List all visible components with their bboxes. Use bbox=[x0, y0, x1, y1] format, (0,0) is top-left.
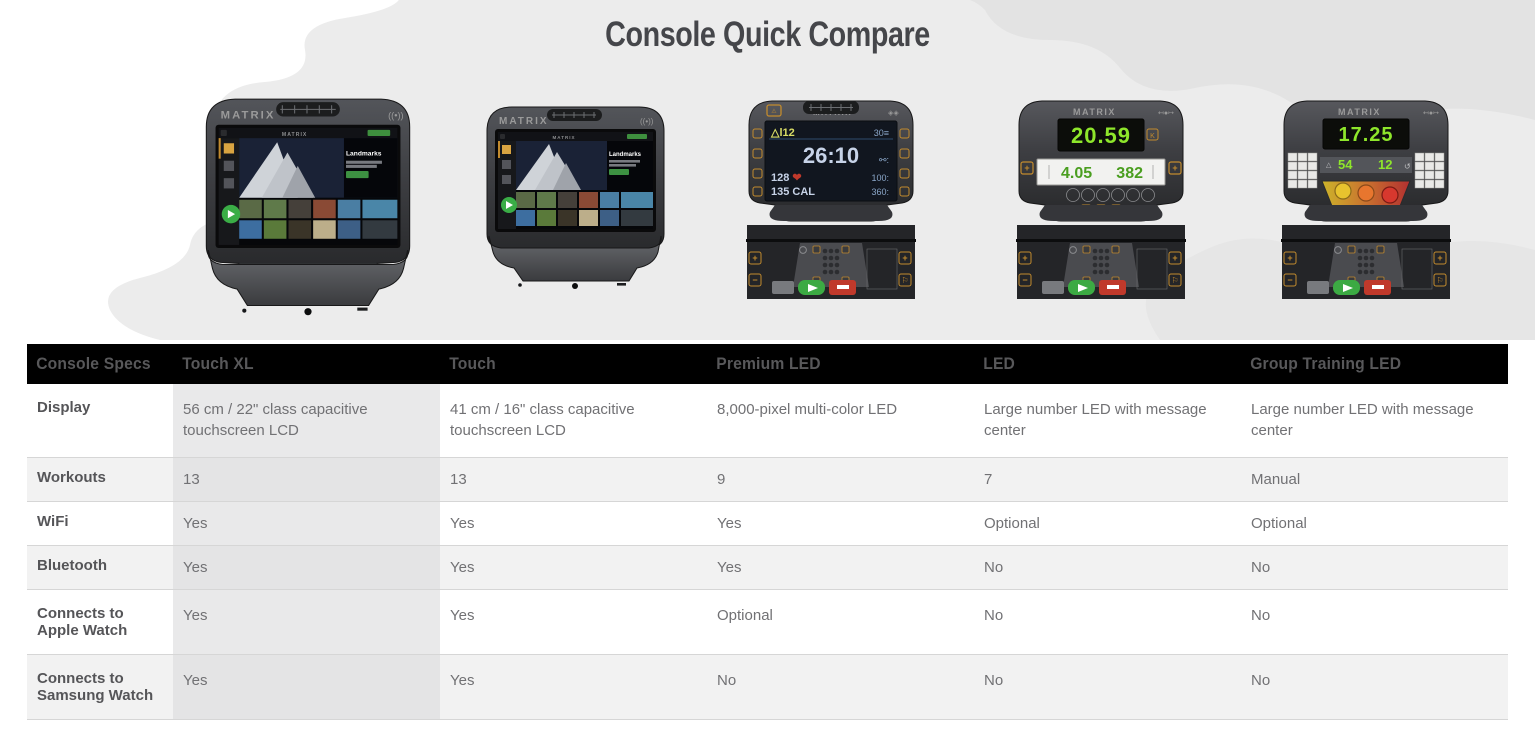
svg-text:54: 54 bbox=[1338, 157, 1353, 172]
svg-text:MATRIX: MATRIX bbox=[1338, 107, 1381, 117]
svg-text:((•)): ((•)) bbox=[388, 111, 404, 121]
svg-text:Landmarks: Landmarks bbox=[609, 152, 642, 158]
svg-text:+: + bbox=[752, 253, 757, 263]
svg-text:4.05: 4.05 bbox=[1061, 165, 1092, 182]
svg-text:MATRIX: MATRIX bbox=[553, 135, 576, 140]
svg-text:⚯:: ⚯: bbox=[879, 155, 889, 165]
svg-text:382: 382 bbox=[1116, 165, 1143, 182]
svg-text:+: + bbox=[1172, 163, 1177, 173]
svg-text:+: + bbox=[1287, 253, 1292, 263]
svg-text:Landmarks: Landmarks bbox=[346, 151, 382, 158]
svg-text:12: 12 bbox=[1378, 157, 1392, 172]
svg-text:((•)): ((•)) bbox=[640, 117, 654, 126]
svg-text:+: + bbox=[902, 253, 907, 263]
svg-text:128 ❤: 128 ❤ bbox=[771, 172, 802, 184]
svg-text:⚐: ⚐ bbox=[901, 276, 908, 285]
svg-text:↺: ↺ bbox=[1404, 162, 1411, 171]
svg-text:⚠: ⚠ bbox=[771, 108, 777, 115]
svg-text:MATRIX: MATRIX bbox=[1073, 107, 1116, 117]
svg-text:+: + bbox=[1022, 253, 1027, 263]
svg-text:⚐: ⚐ bbox=[1171, 276, 1178, 285]
svg-text:360:: 360: bbox=[871, 187, 889, 197]
svg-text:MATRIX: MATRIX bbox=[282, 132, 307, 138]
svg-text:△: △ bbox=[1326, 162, 1332, 169]
svg-text:MATRIX: MATRIX bbox=[499, 116, 549, 127]
svg-text:K: K bbox=[1150, 133, 1155, 140]
svg-text:+: + bbox=[1172, 253, 1177, 263]
svg-text:△l12: △l12 bbox=[770, 127, 795, 139]
svg-text:+: + bbox=[1024, 163, 1029, 173]
svg-text:100:: 100: bbox=[871, 173, 889, 183]
svg-text:20.59: 20.59 bbox=[1071, 123, 1131, 148]
svg-text:30≡: 30≡ bbox=[874, 128, 889, 138]
svg-text:135 CAL: 135 CAL bbox=[771, 186, 815, 198]
svg-text:◈◈: ◈◈ bbox=[888, 110, 899, 117]
svg-text:26:10: 26:10 bbox=[803, 143, 859, 168]
svg-text:↤●↦: ↤●↦ bbox=[1158, 110, 1174, 117]
svg-text:↤●↦: ↤●↦ bbox=[1423, 110, 1439, 117]
svg-text:−: − bbox=[1287, 275, 1292, 285]
svg-text:−: − bbox=[752, 275, 757, 285]
svg-text:17.25: 17.25 bbox=[1338, 124, 1393, 146]
svg-text:⚐: ⚐ bbox=[1436, 276, 1443, 285]
svg-text:−: − bbox=[1022, 275, 1027, 285]
svg-text:MATRIX: MATRIX bbox=[221, 110, 276, 122]
svg-text:+: + bbox=[1437, 253, 1442, 263]
